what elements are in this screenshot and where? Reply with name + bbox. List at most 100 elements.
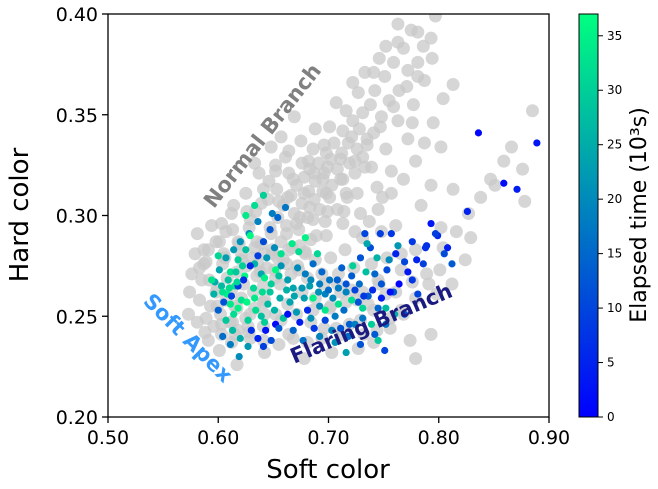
- time-colored-point: [266, 226, 274, 234]
- time-colored-point: [214, 306, 222, 314]
- normal-branch-point: [430, 287, 444, 301]
- time-colored-point: [283, 286, 291, 294]
- normal-branch-point: [424, 178, 438, 192]
- time-colored-point: [383, 266, 391, 274]
- time-colored-point: [303, 306, 312, 314]
- normal-branch-point: [422, 277, 436, 291]
- normal-branch-point: [348, 166, 362, 180]
- time-colored-point: [344, 332, 352, 340]
- time-colored-point: [214, 252, 222, 260]
- time-colored-point: [356, 254, 365, 262]
- normal-branch-point: [424, 31, 438, 45]
- time-colored-point: [260, 318, 269, 326]
- time-colored-point: [277, 250, 285, 258]
- normal-branch-point: [198, 325, 212, 339]
- time-colored-point: [400, 310, 409, 318]
- normal-branch-point: [357, 327, 371, 341]
- time-colored-point: [224, 276, 232, 284]
- time-colored-point: [259, 238, 268, 246]
- time-colored-point: [292, 308, 301, 316]
- time-colored-point: [377, 294, 386, 302]
- time-colored-point: [233, 278, 241, 286]
- normal-branch-point: [516, 162, 530, 176]
- normal-branch-point: [409, 154, 423, 168]
- normal-branch-point: [242, 221, 256, 235]
- normal-branch-point: [270, 182, 284, 196]
- time-colored-point: [309, 294, 317, 302]
- colorbar-tick-label: 10: [607, 301, 622, 315]
- time-colored-point: [240, 276, 248, 284]
- normal-branch-point: [306, 213, 320, 227]
- time-colored-point: [286, 298, 294, 306]
- time-colored-point: [235, 352, 243, 361]
- x-tick-label: 0.50: [87, 427, 129, 449]
- time-colored-point: [382, 320, 390, 328]
- time-colored-point: [242, 246, 250, 254]
- time-colored-point: [271, 266, 280, 274]
- time-colored-point: [215, 266, 223, 274]
- time-colored-point: [259, 191, 268, 199]
- normal-branch-point: [320, 160, 334, 174]
- normal-branch-point: [287, 110, 301, 124]
- time-colored-point: [326, 276, 334, 284]
- time-colored-point: [377, 280, 386, 288]
- time-colored-point: [324, 286, 333, 294]
- time-colored-point: [306, 282, 314, 290]
- time-colored-point: [371, 330, 379, 338]
- time-colored-point: [359, 314, 367, 322]
- time-colored-point: [289, 284, 297, 292]
- y-axis-ticks: 0.20 0.25 0.30 0.35 0.40: [56, 4, 108, 429]
- time-colored-point: [316, 302, 324, 310]
- time-colored-point: [260, 274, 269, 282]
- time-colored-points: [208, 129, 541, 361]
- y-tick-label: 0.35: [56, 105, 98, 127]
- time-colored-point: [300, 294, 308, 302]
- normal-branch-point: [351, 86, 365, 100]
- time-colored-point: [334, 300, 343, 308]
- normal-branch-point: [248, 156, 262, 170]
- time-colored-point: [369, 286, 377, 294]
- normal-branch-point: [360, 138, 374, 152]
- normal-branch-point: [464, 231, 478, 245]
- colorbar-tick-label: 15: [607, 247, 622, 261]
- normal-branch-point: [484, 172, 498, 186]
- normal-branch-point: [406, 98, 420, 112]
- time-colored-point: [298, 284, 306, 292]
- time-colored-point: [440, 250, 448, 258]
- normal-branch-point: [505, 140, 519, 154]
- time-colored-point: [363, 240, 371, 248]
- normal-branch-point: [346, 76, 360, 90]
- normal-branch-point: [372, 51, 386, 65]
- x-axis-label: Soft color: [266, 455, 390, 485]
- time-colored-point: [342, 280, 350, 288]
- time-colored-point: [232, 268, 240, 276]
- time-colored-point: [408, 238, 416, 246]
- normal-branch-point: [193, 293, 207, 307]
- normal-branch-point: [350, 186, 364, 200]
- normal-branch-point: [269, 158, 283, 172]
- y-tick-label: 0.20: [56, 407, 98, 429]
- normal-branch-point: [252, 166, 266, 180]
- time-colored-point: [345, 320, 354, 328]
- y-axis-label: Hard color: [5, 147, 35, 282]
- time-colored-point: [367, 320, 376, 328]
- normal-branch-point: [308, 122, 322, 136]
- normal-branch-point: [474, 190, 488, 204]
- normal-branch-point: [414, 198, 428, 212]
- normal-branch-point: [345, 130, 359, 144]
- time-colored-point: [373, 254, 381, 262]
- time-colored-point: [210, 290, 218, 298]
- normal-branch-point: [273, 277, 287, 291]
- normal-branch-point: [339, 104, 353, 118]
- time-colored-point: [296, 318, 304, 326]
- time-colored-point: [294, 264, 302, 272]
- time-colored-point: [222, 316, 230, 324]
- normal-branch-point: [195, 273, 209, 287]
- time-colored-point: [284, 310, 292, 318]
- time-colored-point: [238, 262, 247, 270]
- normal-branch-point: [280, 227, 294, 241]
- normal-branch-point: [370, 180, 384, 194]
- colorbar-tick-label: 25: [607, 138, 622, 152]
- time-colored-point: [251, 201, 259, 210]
- normal-branch-point: [212, 344, 226, 358]
